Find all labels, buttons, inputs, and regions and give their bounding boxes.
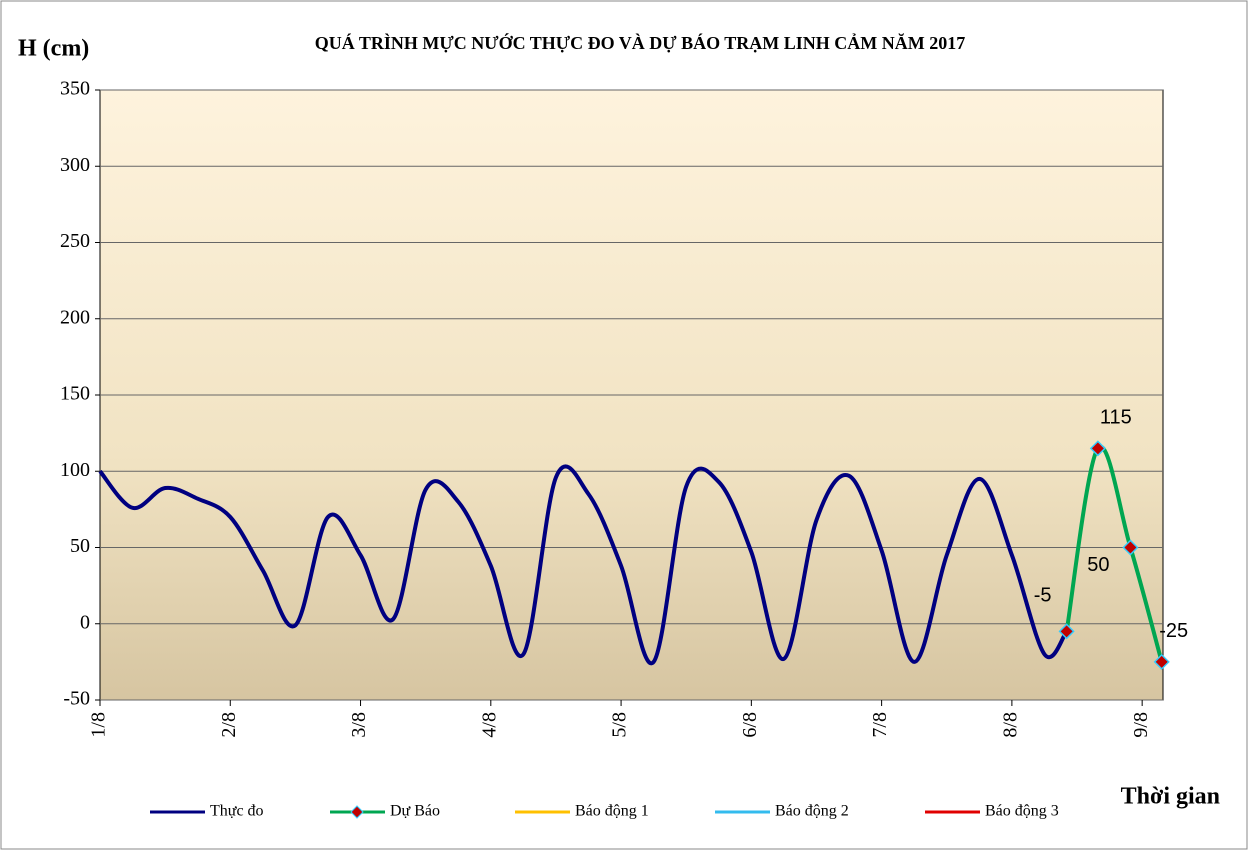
x-tick-label: 1/8 xyxy=(88,712,110,738)
x-tick-label: 6/8 xyxy=(739,712,761,738)
marker xyxy=(1089,440,1106,457)
x-tick-label: 7/8 xyxy=(869,712,891,738)
x-tick-label: 2/8 xyxy=(218,712,240,738)
x-tick-label: 3/8 xyxy=(348,712,370,738)
y-tick-label: -50 xyxy=(63,688,90,710)
y-tick-label: 350 xyxy=(60,78,90,100)
data-label: 115 xyxy=(1100,407,1132,429)
x-tick-label: 5/8 xyxy=(609,712,631,738)
x-tick-label: 9/8 xyxy=(1130,712,1152,738)
legend-label: Dự Báo xyxy=(390,803,440,820)
y-tick-label: 300 xyxy=(60,154,90,176)
x-tick-label: 8/8 xyxy=(999,712,1021,738)
x-tick-label: 4/8 xyxy=(478,712,500,738)
y-axis-label: H (cm) xyxy=(18,36,89,62)
marker xyxy=(1153,653,1170,670)
legend-marker xyxy=(350,805,364,819)
y-tick-label: 200 xyxy=(60,306,90,328)
data-label: -25 xyxy=(1159,620,1188,642)
legend-label: Báo động 3 xyxy=(985,803,1059,820)
marker xyxy=(1058,623,1075,640)
data-label: -5 xyxy=(1034,585,1052,607)
y-tick-label: 50 xyxy=(70,535,90,557)
legend-label: Thực đo xyxy=(210,803,264,820)
legend-label: Báo động 2 xyxy=(775,803,849,820)
x-axis-label: Thời gian xyxy=(1121,784,1220,810)
y-tick-label: 100 xyxy=(60,459,90,481)
data-label: 50 xyxy=(1087,554,1109,576)
y-tick-label: 0 xyxy=(80,611,90,633)
series-line xyxy=(1064,444,1164,663)
y-tick-label: 250 xyxy=(60,230,90,252)
marker xyxy=(1122,539,1139,556)
chart-title: QUÁ TRÌNH MỰC NƯỚC THỰC ĐO VÀ DỰ BÁO TRẠ… xyxy=(315,32,966,53)
series-line xyxy=(98,464,1069,666)
legend-label: Báo động 1 xyxy=(575,803,649,820)
y-tick-label: 150 xyxy=(60,383,90,405)
